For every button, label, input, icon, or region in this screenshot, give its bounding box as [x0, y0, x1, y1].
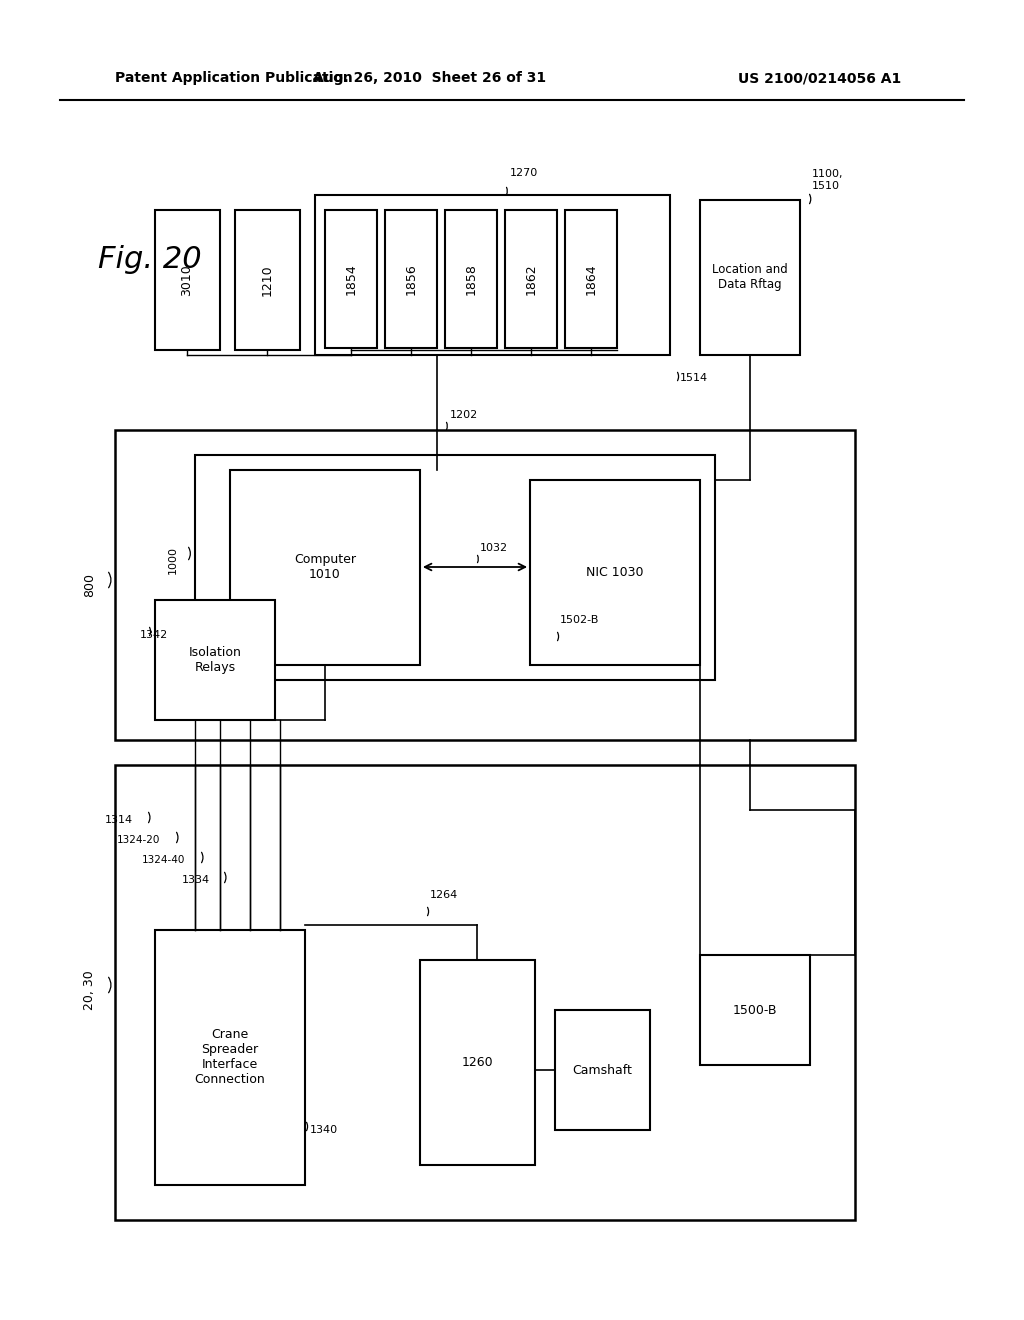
Bar — [234, 210, 300, 350]
Text: Patent Application Publication: Patent Application Publication — [115, 71, 352, 84]
Text: 1864: 1864 — [585, 263, 597, 294]
Bar — [325, 210, 377, 348]
Bar — [155, 210, 220, 350]
Bar — [505, 210, 557, 348]
Text: 1314: 1314 — [104, 814, 133, 825]
Bar — [230, 470, 420, 665]
Text: Camshaft: Camshaft — [572, 1064, 632, 1077]
Bar — [700, 954, 810, 1065]
Bar — [565, 210, 617, 348]
Text: 1264: 1264 — [430, 890, 459, 900]
Text: 1210: 1210 — [260, 264, 273, 296]
Text: 20, 30: 20, 30 — [83, 970, 96, 1010]
Text: 1032: 1032 — [480, 543, 508, 553]
Bar — [315, 195, 670, 355]
Bar — [420, 960, 535, 1166]
Bar — [155, 931, 305, 1185]
Text: Isolation
Relays: Isolation Relays — [188, 645, 242, 675]
Text: 1342: 1342 — [140, 630, 168, 640]
Text: 1000: 1000 — [168, 546, 178, 574]
Text: 1502-B: 1502-B — [560, 615, 599, 624]
Text: US 2100/0214056 A1: US 2100/0214056 A1 — [738, 71, 901, 84]
Bar — [115, 430, 855, 741]
Text: 1270: 1270 — [510, 168, 539, 178]
Text: 800: 800 — [83, 573, 96, 597]
Bar — [155, 601, 275, 719]
Text: 1856: 1856 — [404, 263, 418, 294]
Text: 1514: 1514 — [680, 374, 709, 383]
Text: 1334: 1334 — [182, 875, 210, 884]
Bar — [115, 766, 855, 1220]
Text: 1202: 1202 — [450, 411, 478, 420]
Bar — [445, 210, 497, 348]
Text: 1854: 1854 — [344, 263, 357, 294]
Bar — [385, 210, 437, 348]
Text: 1260: 1260 — [461, 1056, 493, 1068]
Text: Aug. 26, 2010  Sheet 26 of 31: Aug. 26, 2010 Sheet 26 of 31 — [313, 71, 547, 84]
Text: 1324-40: 1324-40 — [141, 855, 185, 865]
Text: 1862: 1862 — [524, 263, 538, 294]
Text: Computer
1010: Computer 1010 — [294, 553, 356, 581]
Bar — [195, 455, 715, 680]
Text: Location and
Data Rftag: Location and Data Rftag — [712, 263, 787, 290]
Bar — [530, 480, 700, 665]
Text: 1100,
1510: 1100, 1510 — [812, 169, 844, 191]
Bar — [555, 1010, 650, 1130]
Text: Fig. 20: Fig. 20 — [98, 246, 202, 275]
Text: 1324-20: 1324-20 — [117, 836, 160, 845]
Text: 3010: 3010 — [180, 264, 194, 296]
Text: 1500-B: 1500-B — [733, 1003, 777, 1016]
Text: 1340: 1340 — [310, 1125, 338, 1135]
Text: Crane
Spreader
Interface
Connection: Crane Spreader Interface Connection — [195, 1028, 265, 1086]
Text: NIC 1030: NIC 1030 — [587, 565, 644, 578]
Bar — [700, 201, 800, 355]
Text: 1858: 1858 — [465, 263, 477, 294]
